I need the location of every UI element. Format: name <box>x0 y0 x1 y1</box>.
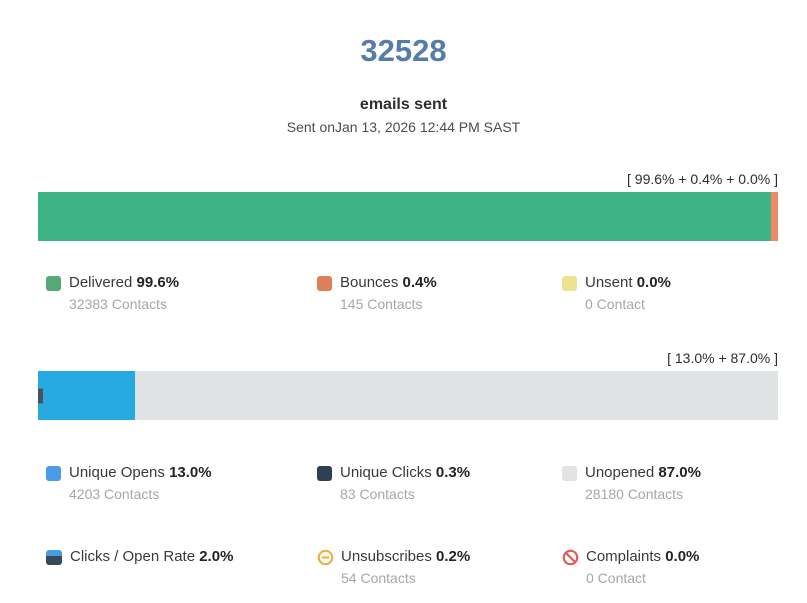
bounces-bar-segment <box>771 192 778 241</box>
emails-sent-label: emails sent <box>359 96 448 113</box>
unopened-swatch-icon <box>562 466 577 481</box>
legend-pct: 0.4% <box>402 274 437 291</box>
icon-top-half <box>46 550 62 556</box>
legend-item-delivered: Delivered 99.6% 32383 Contacts <box>46 274 317 313</box>
legend-item-bounces: Bounces 0.4% 145 Contacts <box>317 274 562 313</box>
legend-label: Bounces 0.4% <box>340 274 437 292</box>
legend-contacts: 145 Contacts <box>340 296 423 312</box>
legend-contacts: 0 Contact <box>586 570 646 586</box>
legend-pct: 13.0% <box>169 464 212 481</box>
legend-label: Complaints 0.0% <box>586 548 699 566</box>
clicks-open-rate-icon <box>46 550 62 565</box>
legend-label: Unsent 0.0% <box>585 274 671 292</box>
legend-item-unopened: Unopened 87.0% 28180 Contacts <box>562 464 778 503</box>
legend-pct: 0.0% <box>636 274 671 291</box>
header: 32528 emails sent Sent onJan 13, 2026 12… <box>0 0 807 136</box>
icon-bottom-half <box>46 556 62 565</box>
legend-contacts: 0 Contact <box>585 296 645 312</box>
legend-name: Unopened <box>585 464 655 481</box>
engagement-stacked-bar <box>38 371 778 420</box>
legend-text: Delivered 99.6% 32383 Contacts <box>69 274 179 313</box>
delivered-bar-segment <box>38 192 772 241</box>
legend-name: Clicks / Open Rate <box>70 548 196 565</box>
legend-text: Unopened 87.0% 28180 Contacts <box>585 464 701 503</box>
legend-name: Bounces <box>340 274 399 291</box>
bounces-swatch-icon <box>317 276 332 291</box>
ban-icon <box>562 549 579 566</box>
unsent-swatch-icon <box>562 276 577 291</box>
legend-item-unique-opens: Unique Opens 13.0% 4203 Contacts <box>46 464 317 503</box>
legend-pct: 0.2% <box>436 548 471 565</box>
legend-item-unsent: Unsent 0.0% 0 Contact <box>562 274 778 313</box>
emails-sent-count: 32528 <box>360 33 447 68</box>
legend-item-unique-clicks: Unique Clicks 0.3% 83 Contacts <box>317 464 562 503</box>
legend-text: Unsent 0.0% 0 Contact <box>585 274 671 313</box>
engagement-legend: Unique Opens 13.0% 4203 Contacts Unique … <box>38 464 778 503</box>
stat-item-clicks-open-rate: Clicks / Open Rate 2.0% <box>46 548 317 587</box>
unique-opens-swatch-icon <box>46 466 61 481</box>
unopened-bar-segment <box>134 371 778 420</box>
stat-item-complaints: Complaints 0.0% 0 Contact <box>562 548 778 587</box>
legend-contacts: 83 Contacts <box>340 486 415 502</box>
legend-pct: 2.0% <box>199 548 234 565</box>
legend-text: Unique Opens 13.0% 4203 Contacts <box>69 464 212 503</box>
legend-name: Unsubscribes <box>341 548 432 565</box>
legend-name: Unique Opens <box>69 464 165 481</box>
legend-label: Clicks / Open Rate 2.0% <box>70 548 233 566</box>
delivery-stacked-bar <box>38 192 778 241</box>
legend-name: Unsent <box>585 274 633 291</box>
legend-pct: 0.0% <box>665 548 700 565</box>
legend-text: Unique Clicks 0.3% 83 Contacts <box>340 464 470 503</box>
delivery-bar-label: [ 99.6% + 0.4% + 0.0% ] <box>627 171 778 187</box>
legend-pct: 0.3% <box>435 464 471 481</box>
legend-contacts: 28180 Contacts <box>585 486 684 502</box>
sent-on-timestamp: Sent onJan 13, 2026 12:44 PM SAST <box>286 119 521 135</box>
delivery-chart: [ 99.6% + 0.4% + 0.0% ] Delivered 99.6% … <box>38 171 778 313</box>
unique-clicks-bar-marker <box>38 388 43 403</box>
stat-item-unsubscribes: Unsubscribes 0.2% 54 Contacts <box>317 548 562 587</box>
legend-contacts: 54 Contacts <box>341 570 416 586</box>
legend-contacts: 32383 Contacts <box>69 296 168 312</box>
legend-text: Clicks / Open Rate 2.0% <box>70 548 233 566</box>
legend-text: Bounces 0.4% 145 Contacts <box>340 274 437 313</box>
minus-circle-icon <box>317 549 334 566</box>
legend-label: Delivered 99.6% <box>69 274 179 292</box>
legend-label: Unsubscribes 0.2% <box>341 548 470 566</box>
legend-name: Unique Clicks <box>340 464 432 481</box>
delivery-legend: Delivered 99.6% 32383 Contacts Bounces 0… <box>38 274 778 313</box>
unique-opens-bar-segment <box>38 371 135 420</box>
unique-clicks-swatch-icon <box>317 466 332 481</box>
engagement-bar-label: [ 13.0% + 87.0% ] <box>667 350 778 366</box>
legend-text: Unsubscribes 0.2% 54 Contacts <box>341 548 470 587</box>
legend-label: Unique Opens 13.0% <box>69 464 212 482</box>
engagement-chart: [ 13.0% + 87.0% ] Unique Opens 13.0% 420… <box>38 350 778 587</box>
legend-name: Delivered <box>69 274 133 291</box>
delivered-swatch-icon <box>46 276 61 291</box>
legend-name: Complaints <box>586 548 662 565</box>
legend-pct: 99.6% <box>136 274 180 291</box>
legend-pct: 87.0% <box>658 464 701 481</box>
engagement-extra-stats: Clicks / Open Rate 2.0% Unsubscribes 0.2… <box>38 548 778 587</box>
legend-label: Unique Clicks 0.3% <box>340 464 470 482</box>
legend-text: Complaints 0.0% 0 Contact <box>586 548 699 587</box>
legend-contacts: 4203 Contacts <box>69 486 160 502</box>
legend-label: Unopened 87.0% <box>585 464 701 482</box>
